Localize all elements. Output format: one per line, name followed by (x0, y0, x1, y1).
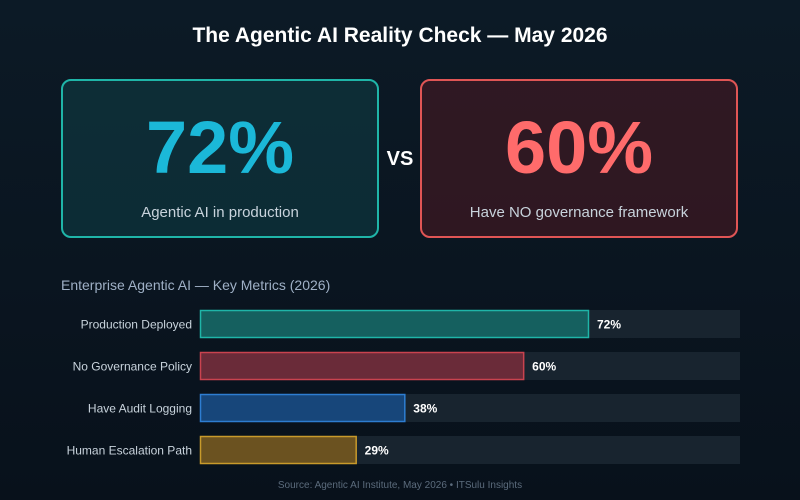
stat-value-governance: 60% (504, 106, 654, 189)
bar-value-production-deployed: 72% (597, 318, 621, 332)
bar-label-have-audit-logging: Have Audit Logging (88, 402, 192, 416)
stat-value-production: 72% (145, 106, 295, 189)
bar-production-deployed (199, 309, 590, 339)
chart-title: Enterprise Agentic AI — Key Metrics (202… (61, 277, 331, 293)
bar-no-governance-policy (199, 351, 525, 381)
stat-caption-production: Agentic AI in production (141, 204, 299, 221)
bar-label-human-escalation-path: Human Escalation Path (67, 444, 192, 458)
bar-value-human-escalation-path: 29% (365, 444, 389, 458)
versus-label: VS (386, 148, 414, 170)
bar-have-audit-logging (199, 393, 406, 423)
stat-card-production: 72% Agentic AI in production (61, 79, 379, 238)
bar-value-no-governance-policy: 60% (532, 360, 556, 374)
page-title: The Agentic AI Reality Check — May 2026 (192, 24, 608, 47)
source-footnote: Source: Agentic AI Institute, May 2026 •… (277, 480, 523, 491)
bar-value-have-audit-logging: 38% (413, 402, 437, 416)
stat-card-governance: 60% Have NO governance framework (420, 79, 738, 238)
bar-human-escalation-path (199, 435, 357, 465)
bar-label-no-governance-policy: No Governance Policy (73, 360, 192, 374)
stat-caption-governance: Have NO governance framework (469, 204, 689, 221)
bar-label-production-deployed: Production Deployed (81, 318, 192, 332)
